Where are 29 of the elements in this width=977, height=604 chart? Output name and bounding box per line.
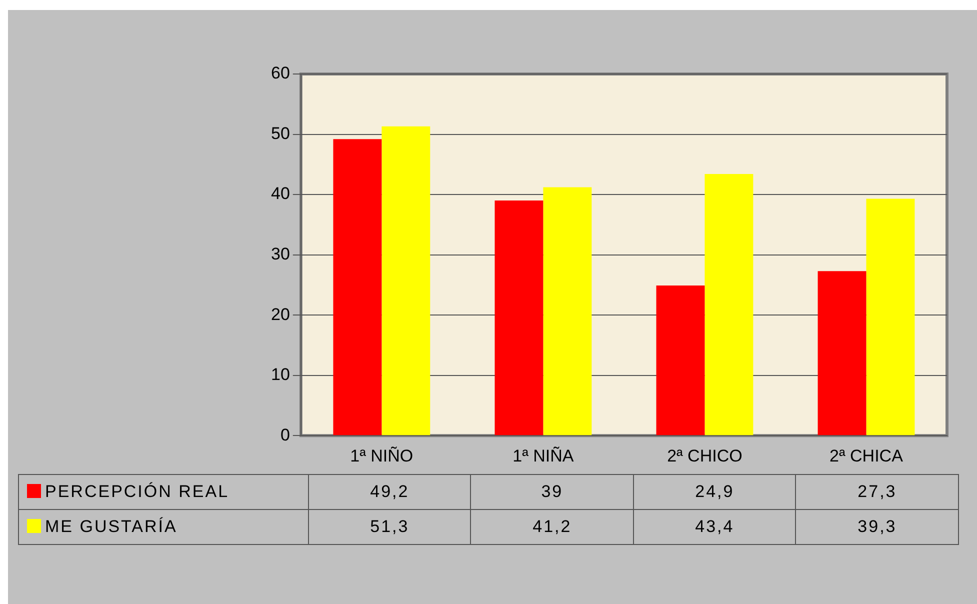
bar [333, 139, 382, 436]
y-tick-label: 40 [270, 184, 290, 204]
bar [818, 271, 866, 436]
bar [494, 200, 544, 436]
y-tick-label: 30 [270, 244, 290, 264]
y-tick-label: 60 [270, 64, 290, 83]
data-label: 27,3 [796, 474, 958, 510]
data-label: 41,2 [470, 509, 634, 544]
data-label: 49,2 [308, 474, 471, 510]
data-label: 51,3 [308, 509, 471, 544]
bar [543, 187, 592, 436]
x-tick-label: 2ª CHICO [667, 446, 742, 466]
x-tick-label: 2ª CHICA [830, 446, 904, 466]
bar [656, 286, 705, 436]
data-label: 43,4 [633, 509, 796, 544]
bar [866, 198, 915, 436]
y-tick-label: 20 [270, 304, 290, 324]
y-tick-label: 0 [280, 425, 290, 444]
bar [382, 126, 430, 436]
x-tick-label: 1ª NIÑA [512, 446, 574, 466]
data-label: 39,3 [796, 509, 958, 544]
legend-label: PERCEPCIÓN REAL [18, 474, 308, 510]
bar [704, 174, 754, 436]
data-label: 24,9 [633, 474, 796, 510]
legend-label: ME GUSTARÍA [18, 509, 308, 544]
y-tick-label: 10 [270, 365, 290, 384]
data-label: 39 [470, 474, 634, 510]
x-tick-label: 1ª NIÑO [350, 446, 414, 466]
y-tick-label: 50 [270, 124, 290, 143]
